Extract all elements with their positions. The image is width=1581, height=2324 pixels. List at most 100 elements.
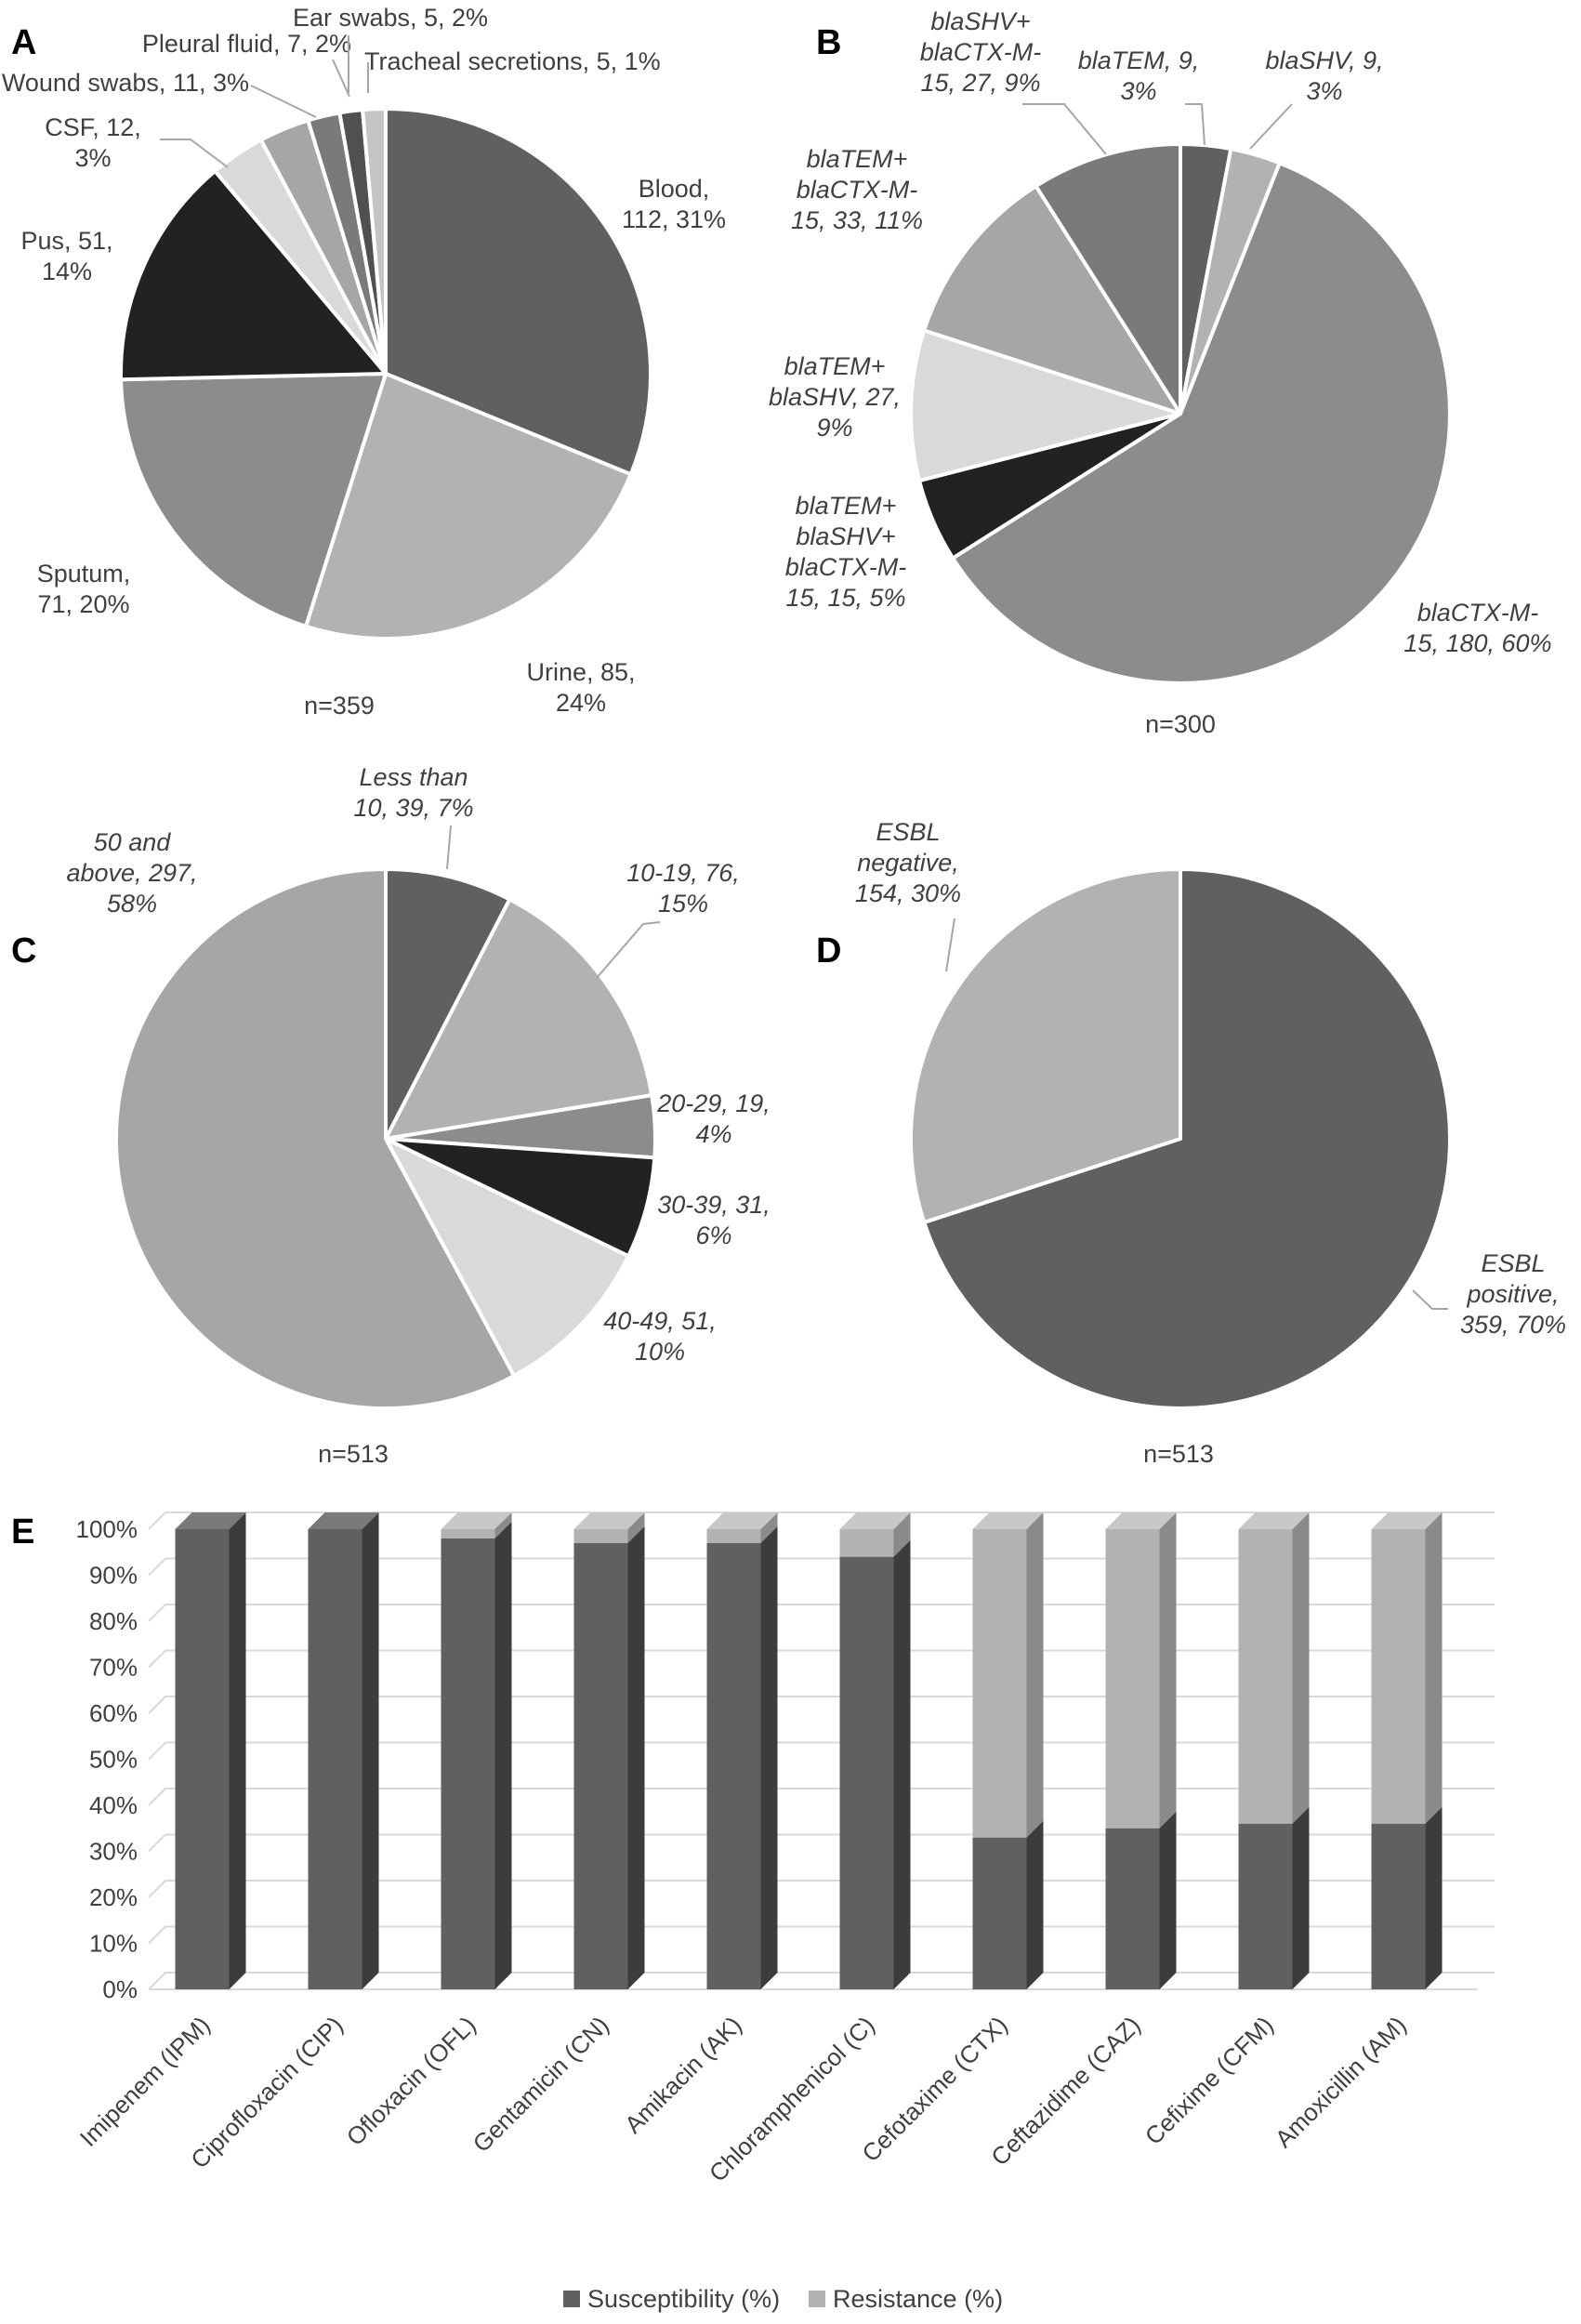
pie-a-slice-sputum — [119, 372, 388, 628]
bar-chart-e: 0% 10% 20% 30% 40% 50% 60% 70% 80% 90% 100% Imipene… — [74, 1512, 1495, 2187]
panel-e: E 0% 10% 20% 30% 40% 50% 60% 70% 80% 90% 100% Imipe… — [11, 1512, 1495, 2313]
bar-top-resistance-gentamicin-cn — [573, 1512, 645, 1529]
bar-side-susceptibility-amikacin-ak — [760, 1525, 778, 1989]
bar-susceptibility-ceftazidime-caz — [1105, 1828, 1160, 1989]
pie-b-data-label-blactx-m-15: blaCTX-M-15, 180, 60% — [1403, 599, 1551, 657]
x-tick-label: Ofloxacin (OFL) — [341, 2011, 481, 2151]
pie-a-data-label-ear-swabs: Ear swabs, 5, 2% — [293, 4, 488, 32]
pie-b-leader-blashv-blactx-m-15 — [1022, 103, 1107, 155]
bar-side-resistance-amikacin-ak — [760, 1512, 778, 1543]
y-tick-label: 60% — [89, 1699, 138, 1727]
bar-top-resistance-ceftazidime-caz — [1105, 1512, 1177, 1529]
pie-d-slice-esbl-negative — [909, 867, 1182, 1224]
bar-side-susceptibility-cefixime-cfm — [1292, 1806, 1310, 1989]
pie-a-data-label-pleural-fluid: Pleural fluid, 7, 2% — [142, 30, 351, 58]
y-tick-label: 30% — [89, 1838, 138, 1866]
pie-b-data-label-blatem-blashv: blaTEM+ blaSHV, 27, 9% — [769, 352, 901, 442]
legend-swatch-resistance — [809, 2291, 825, 2307]
pie-b-note: n=300 — [1145, 710, 1216, 738]
bar-susceptibility-amoxicillin-am — [1371, 1823, 1426, 1989]
bar-side-susceptibility-imipenem-ipm — [229, 1512, 246, 1989]
bar-top-resistance-cefotaxime-ctx — [972, 1512, 1044, 1529]
pie-b-leader-blashv — [1249, 103, 1293, 150]
gridline — [148, 1512, 1495, 1530]
bar-susceptibility-cefixime-cfm — [1238, 1823, 1293, 1989]
pie-chart-d: ESBL positive, 359, 70% ESBL negative, 154, 3… — [855, 818, 1566, 1410]
bar-resistance-gentamicin-cn — [573, 1529, 628, 1543]
bar-susceptibility-chloramphenicol-c — [839, 1556, 894, 1989]
bar-resistance-ceftazidime-caz — [1105, 1529, 1160, 1829]
gridline — [148, 1880, 1495, 1898]
pie-c-slice-40-49 — [384, 1137, 631, 1379]
x-tick-label: Cefixime (CFM) — [1140, 2011, 1279, 2150]
x-tick-label: Gentamicin (CN) — [468, 2011, 614, 2158]
pie-b-data-label-blatem-blactx-m-15: blaTEM+ blaCTX-M-15, 33, 11% — [791, 145, 923, 234]
bar-side-susceptibility-ofloxacin-ofl — [494, 1521, 512, 1989]
gridline — [148, 1925, 1495, 1945]
pie-chart-c: Less than 10, 39, 7% 10-19, 76, 15% 20-29, 1… — [66, 763, 771, 1410]
gridline — [148, 1604, 1495, 1622]
bar-top-resistance-ofloxacin-ofl — [441, 1512, 512, 1529]
panel-b: B blaTEM, 9, 3% blaSHV, 9, 3% blaCTX-M-15, 1… — [769, 7, 1552, 738]
pie-chart-a: Blood, 112, 31% Urine, 85, 24% Sputum, 71, 20… — [2, 4, 726, 717]
pie-d-note: n=513 — [1143, 1440, 1214, 1468]
y-tick-label: 80% — [89, 1607, 138, 1635]
panel-letter-a: A — [11, 23, 36, 62]
legend-label-susceptibility: Susceptibility (%) — [587, 2285, 780, 2313]
panel-c: C Less than 10, 39, 7% 10-19, 76, 15% 20-29,… — [11, 763, 771, 1468]
bar-side-susceptibility-chloramphenicol-c — [893, 1539, 911, 1989]
pie-c-data-label-50-and-above: 50 and above, 297, 58% — [66, 828, 197, 918]
bar-side-susceptibility-ciprofloxacin-cip — [362, 1512, 379, 1989]
gridline — [148, 1696, 1495, 1714]
pie-b-leader-blatem — [1185, 103, 1206, 146]
pie-a-data-label-wound-swabs: Wound swabs, 11, 3% — [2, 69, 249, 97]
pie-chart-b: blaTEM, 9, 3% blaSHV, 9, 3% blaCTX-M-15, 180… — [769, 7, 1552, 685]
bar-side-resistance-ceftazidime-caz — [1159, 1512, 1177, 1829]
pie-c-data-label-less-than-10: Less than 10, 39, 7% — [353, 763, 473, 822]
y-tick-label: 100% — [76, 1515, 138, 1543]
pie-a-data-label-csf: CSF, 12, 3% — [45, 113, 141, 172]
pie-d-slice-esbl-positive — [922, 867, 1452, 1410]
bar-resistance-cefixime-cfm — [1238, 1529, 1293, 1824]
pie-a-slice-blood — [384, 107, 652, 477]
pie-a-leader-pleural-fluid — [332, 59, 350, 98]
pie-d-data-label-esbl-negative: ESBL negative, 154, 30% — [855, 818, 961, 907]
pie-c-data-label-10-19: 10-19, 76, 15% — [626, 859, 740, 918]
bar-susceptibility-amikacin-ak — [706, 1542, 761, 1989]
pie-b-slice-blactx-m-15 — [951, 161, 1452, 685]
y-tick-label: 50% — [89, 1746, 138, 1774]
y-tick-label: 10% — [89, 1930, 138, 1958]
y-tick-label: 90% — [89, 1562, 138, 1590]
legend: Susceptibility (%) Resistance (%) — [563, 2285, 1003, 2313]
bar-side-resistance-ofloxacin-ofl — [494, 1512, 512, 1538]
pie-c-data-label-40-49: 40-49, 51, 10% — [603, 1307, 717, 1366]
panel-letter-c: C — [11, 931, 36, 971]
pie-c-data-label-20-29: 20-29, 19, 4% — [656, 1089, 771, 1148]
y-tick-label: 0% — [102, 1975, 138, 2003]
x-tick-label: Amoxicillin (AM) — [1270, 2011, 1412, 2153]
bar-susceptibility-cefotaxime-ctx — [972, 1837, 1027, 1989]
pie-b-slice-blatem-blashv — [909, 328, 1182, 483]
pie-c-slice-50-and-above — [114, 867, 517, 1410]
gridline — [148, 1833, 1495, 1853]
panel-d: D ESBL positive, 359, 70% ESBL negative, 154,… — [816, 818, 1566, 1468]
pie-a-leader-wound-swabs — [250, 85, 317, 118]
gridline — [148, 1649, 1495, 1669]
pie-a-data-label-blood: Blood, 112, 31% — [622, 175, 726, 233]
pie-b-data-label-blatem: blaTEM, 9, 3% — [1078, 46, 1200, 105]
pie-a-note: n=359 — [304, 692, 375, 720]
bar-susceptibility-imipenem-ipm — [175, 1529, 230, 1989]
pie-c-slice-less-than-10 — [384, 867, 512, 1141]
panel-a: A Blood, 112, 31% Urine, 85, 24% Sputum, 71, … — [2, 4, 726, 720]
bar-side-resistance-chloramphenicol-c — [893, 1512, 911, 1557]
pie-a-slice-urine — [304, 372, 633, 640]
bar-side-resistance-gentamicin-cn — [627, 1512, 645, 1543]
pie-c-note: n=513 — [318, 1440, 389, 1468]
pie-a-data-label-pus: Pus, 51, 14% — [20, 227, 112, 285]
legend-label-resistance: Resistance (%) — [833, 2285, 1003, 2313]
pie-b-data-label-blashv-blactx-m-15: blaSHV+ blaCTX-M-15, 27, 9% — [920, 7, 1042, 97]
bar-resistance-amikacin-ak — [706, 1529, 761, 1543]
bar-side-susceptibility-ceftazidime-caz — [1159, 1811, 1177, 1989]
bar-susceptibility-ofloxacin-ofl — [441, 1538, 495, 1989]
